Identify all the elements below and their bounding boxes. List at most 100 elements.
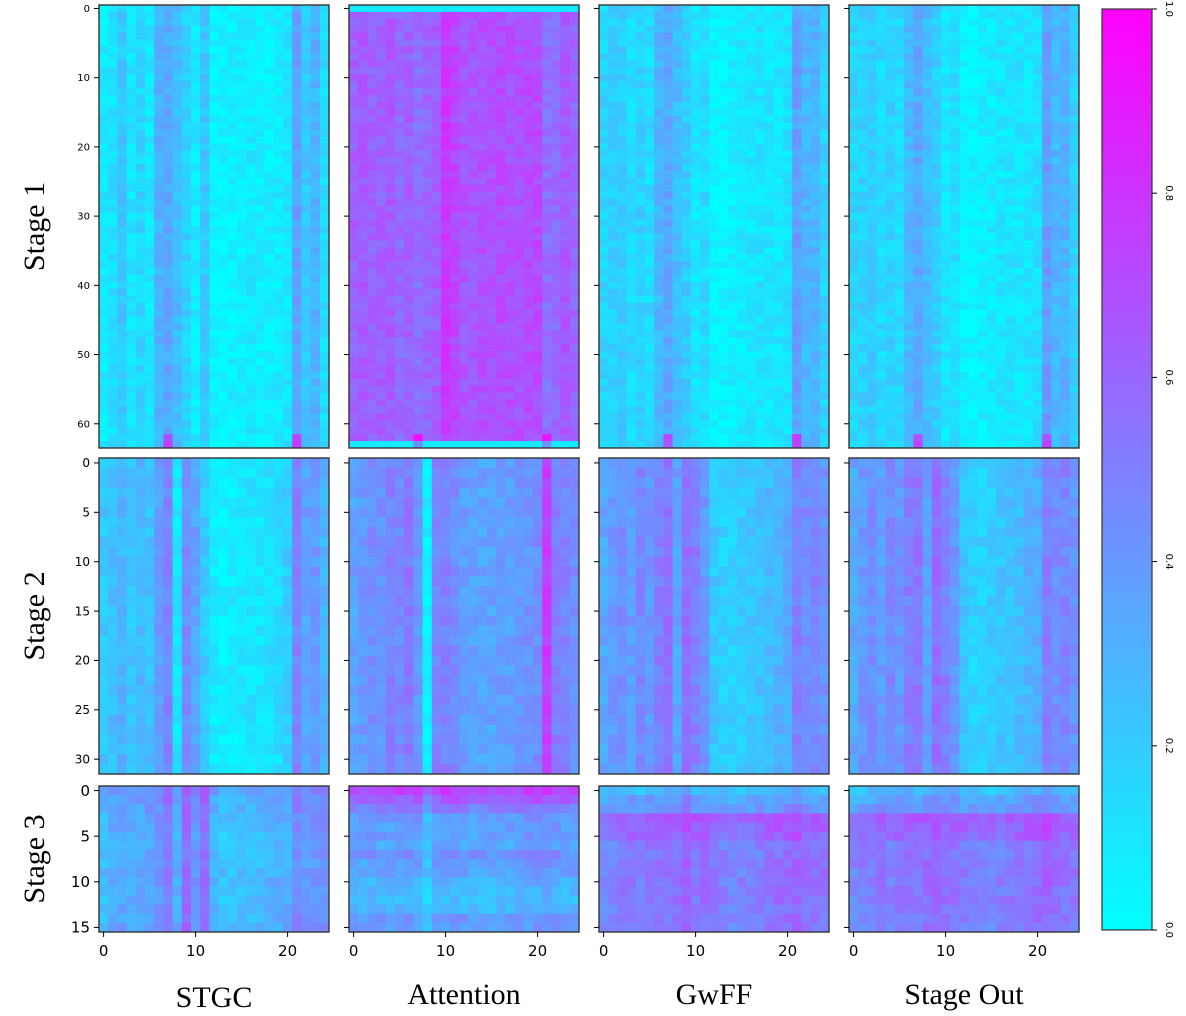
heatmap-cell [617,268,627,276]
heatmap-cell [237,129,247,137]
heatmap-cell [135,344,146,352]
heatmap-cell [108,413,118,421]
heatmap-cell [395,46,405,54]
heatmap-cell [255,434,265,442]
heatmap-cell [172,67,183,75]
heatmap-cell [801,184,811,193]
heatmap-cell [477,25,488,34]
heatmap-cell [819,88,830,96]
heatmap-cell [209,288,219,297]
heatmap-cell [645,67,655,75]
heatmap-cell [191,316,201,324]
heatmap-cell [533,60,543,68]
heatmap-cell [635,268,646,276]
heatmap-cell [441,434,451,442]
heatmap-cell [385,427,396,435]
heatmap-cell [876,39,887,47]
heatmap-cell [117,309,127,317]
heatmap-cell [560,240,571,248]
heatmap-cell [264,108,275,117]
heatmap-cell [746,378,756,387]
heatmap-cell [99,420,109,428]
heatmap-cell [1005,32,1015,41]
heatmap-cell [99,11,109,20]
heatmap-cell [709,309,719,317]
heatmap-cell [310,129,321,137]
heatmap-cell [358,115,368,124]
heatmap-cell [395,247,405,255]
heatmap-cell [514,122,525,130]
heatmap-cell [542,233,552,241]
heatmap-cell [367,219,377,227]
heatmap-cell [145,198,155,207]
heatmap-cell [523,406,534,414]
heatmap-cell [126,143,137,151]
heatmap-cell [681,295,692,304]
heatmap-cell [172,164,183,172]
heatmap-cell [801,25,811,34]
heatmap-cell [727,420,738,428]
heatmap-cell [635,25,646,34]
heatmap-cell [292,378,302,387]
heatmap-cell [255,129,265,137]
heatmap-cell [514,295,525,304]
heatmap-cell [773,219,784,227]
heatmap-cell [617,164,627,172]
heatmap-cell [376,212,387,220]
heatmap-cell [191,81,201,89]
heatmap-cell [301,233,311,241]
heatmap-cell [608,330,618,338]
heatmap-cell [117,18,127,27]
heatmap-cell [172,302,183,310]
heatmap-cell [709,316,719,324]
heatmap-cell [468,122,479,130]
heatmap-cell [358,233,368,241]
heatmap-cell [99,392,109,400]
heatmap-cell [126,171,137,179]
heatmap-cell [358,25,368,34]
heatmap-cell [273,274,284,283]
heatmap-cell [117,122,127,130]
heatmap-cell [135,233,146,241]
heatmap-cell [135,337,146,345]
heatmap-cell [310,268,321,276]
heatmap-cell [209,351,219,359]
heatmap-cell [801,254,811,262]
heatmap-cell [505,392,515,400]
heatmap-cell [358,261,368,269]
heatmap-cell [349,60,359,68]
heatmap-cell [255,164,265,172]
heatmap-cell [477,330,488,338]
heatmap-cell [617,32,627,41]
heatmap-cell [441,274,451,283]
heatmap-cell [209,53,219,61]
heatmap-cell [654,205,664,214]
heatmap-cell [181,316,192,324]
heatmap-cell [672,39,683,47]
heatmap-cell [367,226,377,234]
heatmap-cell [108,392,118,400]
heatmap-cell [477,316,488,324]
heatmap-cell [200,53,210,61]
heatmap-cell [477,261,488,269]
heatmap-cell [459,240,469,248]
heatmap-cell [255,11,265,20]
heatmap-cell [126,18,137,27]
heatmap-cell [385,309,396,317]
heatmap-cell [663,371,673,380]
heatmap-cell [755,288,765,297]
heatmap-cell [181,136,192,144]
heatmap-cell [99,25,109,34]
heatmap-cell [599,178,609,186]
heatmap-cell [810,420,821,428]
heatmap-cell [422,392,433,400]
heatmap-cell [237,115,247,124]
heatmap-cell [468,302,479,310]
heatmap-cell [319,358,330,366]
heatmap-cell [404,198,414,207]
heatmap-cell [691,240,701,248]
heatmap-cell [560,60,571,68]
heatmap-cell [367,274,377,283]
heatmap-cell [255,420,265,428]
heatmap-cell [227,385,238,394]
